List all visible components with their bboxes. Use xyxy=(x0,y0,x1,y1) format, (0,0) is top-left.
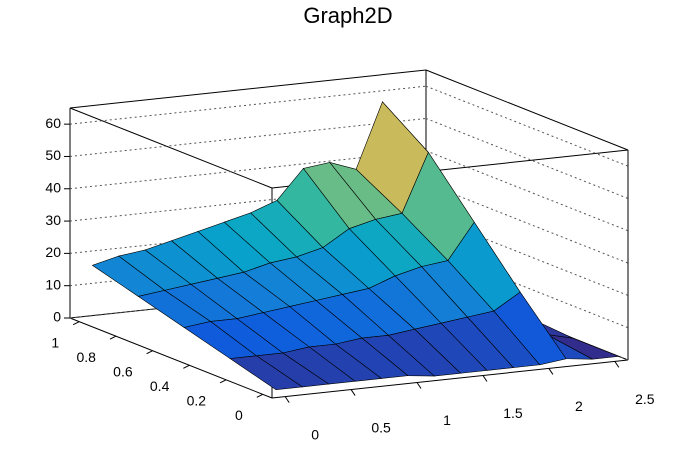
z-tick-label: 20 xyxy=(45,244,61,260)
box-edge xyxy=(69,107,273,189)
surface-cell xyxy=(229,355,304,391)
x-tick xyxy=(482,375,488,382)
grid-line xyxy=(425,117,629,199)
y-tick xyxy=(183,364,190,369)
z-tick-label: 0 xyxy=(53,309,61,325)
y-tick xyxy=(146,350,153,355)
chart-title: Graph2D xyxy=(303,3,392,28)
y-tick xyxy=(219,379,227,384)
grid-line xyxy=(425,182,629,264)
x-tick-label: 1 xyxy=(443,412,451,428)
y-tick-label: 1 xyxy=(51,334,59,350)
x-tick xyxy=(350,389,356,396)
y-tick-label: 0.6 xyxy=(113,363,133,379)
x-tick-label: 0 xyxy=(311,426,319,442)
box-edge xyxy=(425,69,629,151)
z-tick-label: 40 xyxy=(45,179,61,195)
box-edge xyxy=(69,69,427,109)
x-tick xyxy=(548,368,554,375)
y-tick-label: 0 xyxy=(235,407,243,423)
x-tick-label: 1.5 xyxy=(503,405,523,421)
box-edge xyxy=(271,359,629,399)
grid-line xyxy=(425,85,629,167)
box-edge xyxy=(69,317,273,399)
y-tick xyxy=(109,335,117,340)
x-tick xyxy=(284,396,290,403)
z-tick-label: 30 xyxy=(45,212,61,228)
y-tick xyxy=(256,393,264,398)
z-tick-label: 60 xyxy=(45,115,61,131)
x-tick xyxy=(614,361,620,368)
z-tick-label: 50 xyxy=(45,147,61,163)
grid-line xyxy=(425,150,629,232)
y-tick xyxy=(72,321,80,326)
z-tick-label: 10 xyxy=(45,276,61,292)
x-tick xyxy=(416,382,422,389)
grid-line xyxy=(69,85,427,125)
y-tick-label: 0.8 xyxy=(76,349,96,365)
x-tick-label: 0.5 xyxy=(371,419,391,435)
y-tick-label: 0.2 xyxy=(187,393,207,409)
x-tick-label: 2.5 xyxy=(635,391,655,407)
y-tick-label: 0.4 xyxy=(150,378,170,394)
x-tick-label: 2 xyxy=(575,398,583,414)
